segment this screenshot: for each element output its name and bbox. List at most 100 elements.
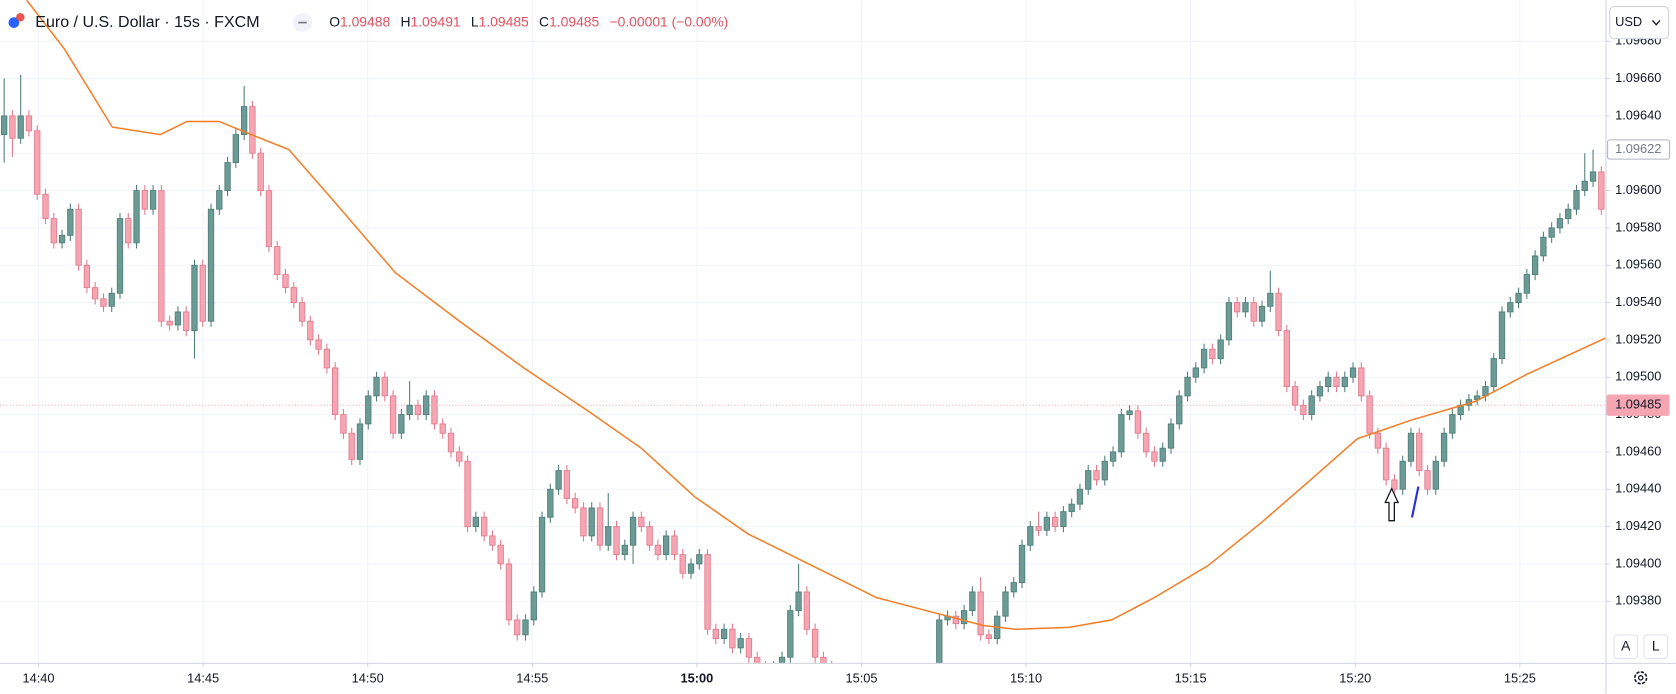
candle-body <box>398 414 405 434</box>
ohlc-value: 1.09488 <box>340 13 390 29</box>
candle-body <box>1217 339 1224 359</box>
candle-body <box>67 208 74 236</box>
candle-body <box>778 656 786 663</box>
candle-body <box>1167 423 1175 449</box>
candle-body <box>803 591 811 630</box>
candle-body <box>795 591 802 612</box>
candle-body <box>1118 414 1125 453</box>
x-tick-label: 15:05 <box>845 670 877 685</box>
candle-body <box>1010 582 1017 593</box>
candle-body <box>580 507 587 537</box>
candle-body <box>629 516 637 546</box>
candle-body <box>1589 171 1597 182</box>
candle-body <box>116 218 124 294</box>
y-tick-label: 1.09560 <box>1615 257 1661 272</box>
candle-body <box>1449 414 1456 434</box>
candle-body <box>985 634 993 640</box>
candle-body <box>1540 236 1547 257</box>
candle-body <box>100 298 107 307</box>
candle-body <box>1399 460 1406 490</box>
candle-body <box>1242 302 1249 313</box>
marked-price-label: 1.09622 <box>1615 141 1661 156</box>
candle-body <box>1507 302 1514 313</box>
candle-body <box>1101 460 1108 481</box>
candle-body <box>1358 367 1365 397</box>
candle-body <box>530 591 537 621</box>
candle-body <box>232 134 240 163</box>
candle-body <box>1333 376 1340 387</box>
candle-body <box>1490 358 1497 387</box>
candle-body <box>1300 404 1307 416</box>
candle-body <box>1407 432 1415 462</box>
candle-body <box>1018 544 1026 584</box>
candle-body <box>1440 432 1448 462</box>
candle-body <box>1027 526 1034 546</box>
candle-body <box>1184 376 1191 397</box>
arrow-drawing[interactable] <box>1384 487 1400 522</box>
candle-body <box>423 395 430 416</box>
candle-body <box>1225 302 1233 341</box>
ohlc-key: L <box>471 13 479 29</box>
candle-body <box>149 190 157 210</box>
candle-body <box>133 190 140 244</box>
marked-price-box <box>1607 139 1671 160</box>
candle-body <box>1283 330 1291 387</box>
log-scale-button[interactable] <box>1643 634 1668 660</box>
candle-body <box>1085 470 1092 490</box>
candle-body <box>183 311 190 331</box>
gear-icon-center <box>1637 675 1644 681</box>
ohlc-value: 1.09491 <box>410 13 460 29</box>
candle-body <box>356 423 364 460</box>
candle-body <box>1291 386 1299 406</box>
candle-body <box>1200 348 1208 369</box>
candle-body <box>489 535 496 546</box>
candle-body <box>464 460 471 528</box>
moving-average <box>26 0 1606 630</box>
candle-body <box>1109 451 1117 462</box>
candle-body <box>207 208 215 322</box>
candle-body <box>720 628 728 640</box>
candle-body <box>108 292 115 307</box>
candle-body <box>1432 460 1439 490</box>
candle-body <box>952 615 959 625</box>
candle-body <box>605 526 612 546</box>
y-tick-label: 1.09400 <box>1615 555 1661 570</box>
candle-body <box>1598 171 1605 210</box>
candle-body <box>704 554 711 630</box>
candle-body <box>340 414 347 434</box>
candle-body <box>729 628 736 649</box>
candle-body <box>381 376 388 397</box>
candle-body <box>414 404 422 416</box>
candle-body <box>472 516 480 528</box>
candle-body <box>687 563 695 574</box>
candle-body <box>811 628 819 658</box>
log-scale-label: L <box>1652 637 1660 653</box>
currency-selector[interactable]: USD <box>1609 6 1670 40</box>
ohlc-key: O <box>329 13 340 29</box>
candle-body <box>679 554 686 574</box>
candle-body <box>447 432 455 453</box>
y-tick-label: 1.09660 <box>1615 70 1661 85</box>
symbol-title: Euro / U.S. Dollar · 15s · FXCM <box>35 13 259 31</box>
auto-scale-button[interactable] <box>1613 634 1639 660</box>
settings-button[interactable] <box>1634 671 1648 685</box>
symbol-icon <box>8 17 20 28</box>
candle-body <box>0 115 8 135</box>
trend-line-drawing[interactable] <box>1410 486 1420 518</box>
y-tick-label: 1.09500 <box>1615 369 1661 384</box>
candle-body <box>588 507 595 537</box>
candle-body <box>365 395 372 425</box>
x-tick-label: 15:15 <box>1175 670 1207 685</box>
candle-body <box>282 274 289 289</box>
currency-button[interactable] <box>1609 6 1670 40</box>
candle-body <box>332 367 339 416</box>
candle-body <box>25 115 33 132</box>
candle-body <box>141 190 148 210</box>
x-tick-label: 15:25 <box>1504 670 1536 685</box>
candle-body <box>191 264 198 331</box>
candle-body <box>1076 488 1084 505</box>
candle-body <box>265 190 273 247</box>
ohlc-key: H <box>400 13 410 29</box>
candle-body <box>663 535 670 556</box>
candle-body <box>249 106 256 154</box>
